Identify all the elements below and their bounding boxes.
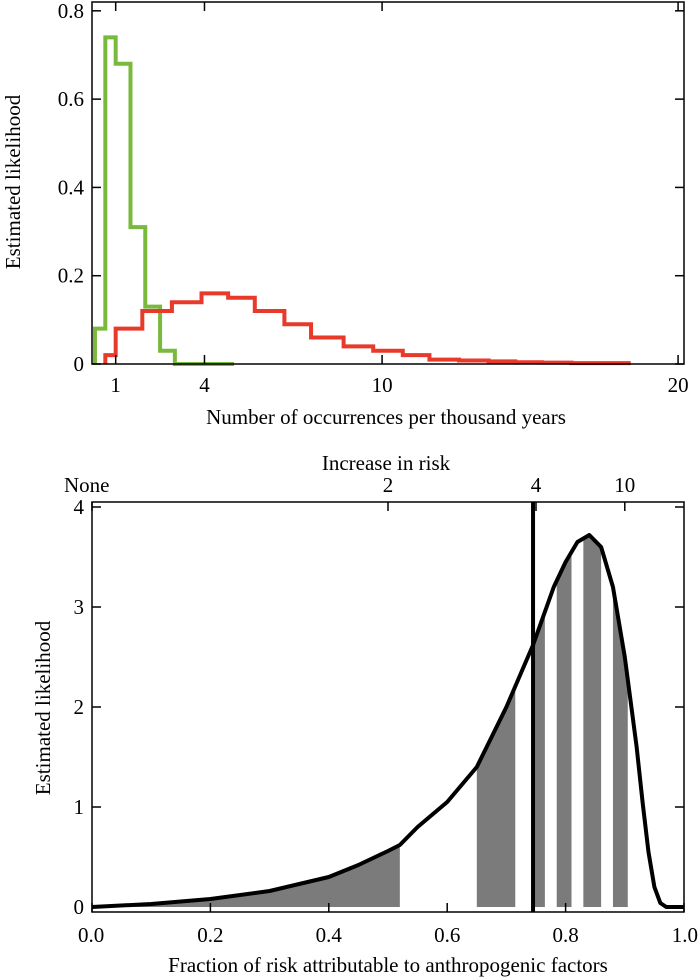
top-chart-frame [91,1,685,365]
x-tick-label: 10 [372,373,393,397]
y-tick-label: 0 [74,895,85,919]
histogram-series-2 [103,291,631,366]
x-tick-label: 0.6 [434,923,460,947]
y-tick-label: 0.6 [58,87,84,111]
top-chart-ylabel: Estimated likelihood [1,94,25,269]
top-axis-tick-label: 10 [614,473,635,497]
y-tick-label: 3 [74,595,85,619]
y-tick-label: 0.2 [58,264,84,288]
bottom-chart-ylabel: Estimated likelihood [31,620,55,795]
bottom-chart-top-axis-label: Increase in risk [322,451,451,475]
likelihood-curve [91,533,684,909]
x-tick-label: 0.2 [197,923,223,947]
shaded-band [556,552,572,907]
histogram-series-1 [92,35,235,366]
shaded-band [583,535,602,907]
top-axis-tick-label: 2 [383,473,394,497]
y-tick-label: 0.4 [58,175,85,199]
x-tick-label: 1.0 [672,923,698,947]
y-tick-label: 2 [74,695,85,719]
y-tick-label: 4 [74,495,85,519]
top-axis-tick-label: None [64,473,110,497]
top-chart: 0 0.2 0.4 0.6 0.8 1 4 10 20 [58,0,689,397]
shaded-band [476,686,516,907]
x-tick-label: 20 [668,373,689,397]
y-tick-label: 1 [74,795,85,819]
x-tick-label: 0.0 [78,923,104,947]
y-tick-label: 0 [74,352,85,376]
bottom-chart-xlabel: Fraction of risk attributable to anthrop… [168,953,608,977]
shaded-band [92,845,400,907]
x-tick-label: 0.4 [316,923,343,947]
top-chart-xlabel: Number of occurrences per thousand years [206,405,566,429]
y-tick-label: 0.8 [58,0,84,23]
shaded-band [533,611,545,907]
shaded-band [612,587,628,907]
x-tick-label: 4 [199,373,210,397]
bottom-chart: 0 1 2 3 4 0.0 0.2 0.4 0.6 0.8 1.0 None 2 4 10 [64,473,698,947]
x-tick-label: 0.8 [552,923,578,947]
top-axis-tick-label: 4 [531,473,542,497]
x-tick-label: 1 [110,373,121,397]
